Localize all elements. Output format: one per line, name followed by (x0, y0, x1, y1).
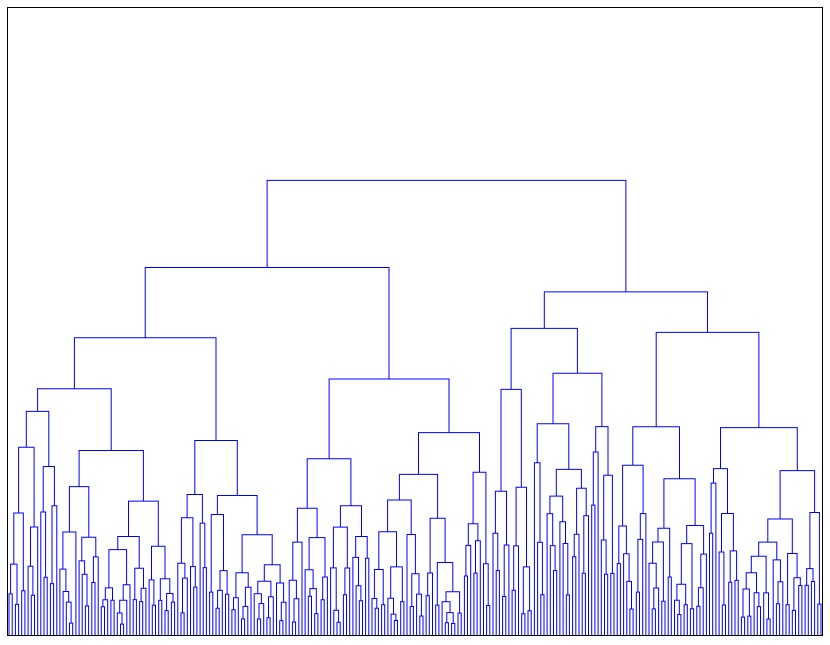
dendrogram-links (8, 179, 822, 635)
dendrogram-link (266, 179, 627, 292)
